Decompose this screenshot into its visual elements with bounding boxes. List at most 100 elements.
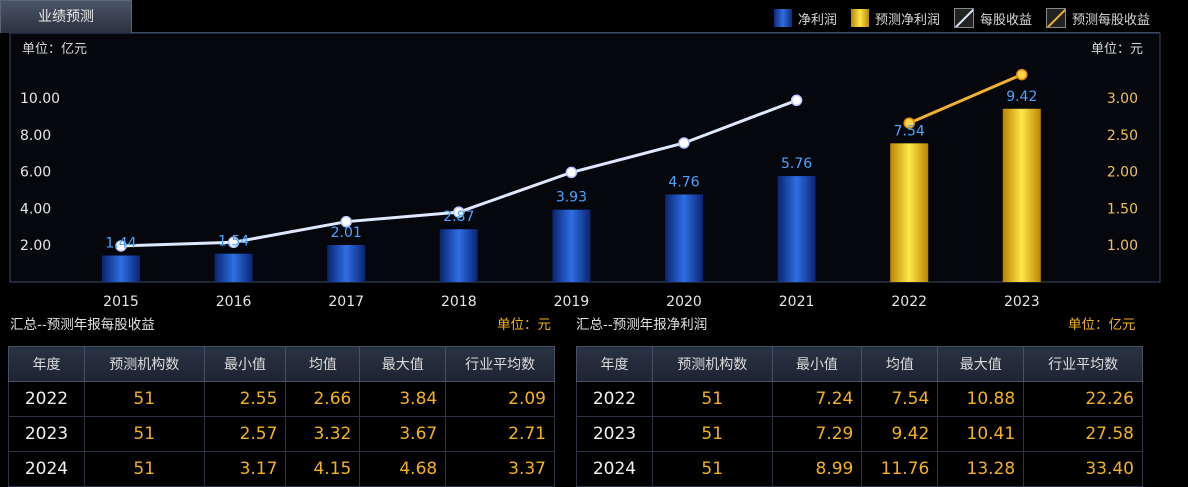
forecast-eps-line bbox=[908, 73, 1023, 125]
net-profit-bar bbox=[327, 245, 366, 282]
x-axis-tick-label: 2021 bbox=[779, 294, 815, 310]
eps-table-cell: 4.68 bbox=[359, 451, 447, 487]
profit-header-cell[interactable]: 均值 bbox=[861, 346, 939, 382]
eps-header-cell[interactable]: 均值 bbox=[285, 346, 361, 382]
eps-table-cell: 51 bbox=[83, 416, 205, 452]
profit-header-cell[interactable]: 年度 bbox=[576, 346, 653, 382]
x-axis-tick-label: 2023 bbox=[1004, 294, 1040, 310]
chart-legend: 净利润 预测净利润 每股收益 预测每股收益 bbox=[773, 8, 1150, 28]
eps-table-cell: 3.17 bbox=[203, 451, 287, 487]
eps-point bbox=[340, 215, 352, 228]
x-axis-tick-label: 2019 bbox=[554, 294, 590, 310]
eps-point bbox=[115, 240, 127, 252]
legend-net-profit[interactable]: 净利润 bbox=[773, 8, 837, 28]
legend-forecast-eps-label: 预测每股收益 bbox=[1071, 12, 1150, 28]
legend-forecast-net-profit[interactable]: 预测净利润 bbox=[850, 8, 940, 28]
forecast-eps-line-swatch-icon bbox=[1045, 8, 1066, 28]
eps-table-cell: 3.67 bbox=[359, 416, 447, 452]
net-profit-swatch-icon bbox=[773, 9, 792, 27]
tab-performance-forecast[interactable]: 业绩预测 bbox=[0, 0, 132, 33]
legend-eps[interactable]: 每股收益 bbox=[953, 8, 1032, 28]
x-axis-tick-label: 2015 bbox=[103, 294, 139, 310]
left-axis-unit: 单位：亿元 bbox=[22, 42, 87, 57]
bar-value-label: 5.76 bbox=[781, 156, 812, 172]
x-axis-tick-label: 2018 bbox=[441, 294, 477, 310]
combo-chart: 1.44 1.54 2.01 2.87 3.93 4.76 5.76 7.54 9.42 单位：亿… bbox=[9, 33, 1161, 310]
left-axis-tick-label: 8.00 bbox=[20, 128, 51, 144]
profit-table-cell: 7.24 bbox=[771, 381, 863, 417]
profit-table-cell: 10.41 bbox=[937, 416, 1025, 452]
eps-table-unit: 单位：元 bbox=[497, 317, 551, 333]
eps-point bbox=[565, 166, 578, 179]
net-profit-bar bbox=[665, 194, 703, 282]
right-axis-tick-label: 2.50 bbox=[1107, 128, 1138, 144]
right-axis-tick-label: 1.00 bbox=[1107, 238, 1138, 254]
eps-point bbox=[678, 137, 690, 149]
eps-header-cell[interactable]: 年度 bbox=[8, 346, 85, 382]
eps-table-cell: 3.32 bbox=[285, 416, 361, 452]
profit-table-cell: 22.26 bbox=[1023, 381, 1143, 417]
forecast-eps-point bbox=[1016, 68, 1028, 81]
eps-point bbox=[790, 94, 803, 107]
eps-header-cell[interactable]: 最大值 bbox=[359, 346, 447, 382]
forecast-net-profit-swatch-icon bbox=[850, 9, 869, 27]
right-axis-tick-label: 2.00 bbox=[1107, 165, 1138, 181]
profit-table-cell: 2023 bbox=[576, 416, 653, 452]
profit-table-cell: 27.58 bbox=[1023, 416, 1143, 452]
eps-table-cell: 51 bbox=[83, 451, 205, 487]
eps-table-cell: 3.37 bbox=[445, 451, 555, 487]
eps-point bbox=[453, 206, 465, 218]
eps-header-cell[interactable]: 预测机构数 bbox=[83, 346, 205, 382]
profit-header-cell[interactable]: 预测机构数 bbox=[651, 346, 773, 382]
net-profit-bar bbox=[102, 255, 140, 282]
left-axis-tick-label: 10.00 bbox=[20, 91, 60, 107]
bar-value-label: 1.54 bbox=[218, 234, 249, 250]
profit-table-cell: 7.54 bbox=[861, 381, 939, 417]
eps-point bbox=[227, 236, 240, 249]
right-axis-tick-label: 1.50 bbox=[1107, 201, 1138, 217]
profit-table-row: 2023 51 7.29 9.42 10.41 27.58 bbox=[576, 416, 1143, 452]
eps-table-title: 汇总--预测年报每股收益 bbox=[10, 317, 155, 333]
profit-header-cell[interactable]: 最小值 bbox=[771, 346, 863, 382]
eps-header-cell[interactable]: 行业平均数 bbox=[445, 346, 555, 382]
eps-table-cell: 2023 bbox=[8, 416, 85, 452]
right-axis-tick-label: 3.00 bbox=[1107, 91, 1138, 107]
profit-table-cell: 10.88 bbox=[937, 381, 1025, 417]
profit-table-cell: 2024 bbox=[576, 451, 653, 487]
net-profit-forecast-table: 年度 预测机构数 最小值 均值 最大值 行业平均数 2022 51 7.24 7.54 10.88… bbox=[576, 346, 1143, 487]
left-axis-tick-label: 6.00 bbox=[20, 165, 51, 181]
x-axis-tick-label: 2017 bbox=[328, 294, 364, 310]
profit-header-cell[interactable]: 行业平均数 bbox=[1023, 346, 1143, 382]
x-axis-tick-label: 2022 bbox=[891, 294, 927, 310]
eps-table-cell: 2.09 bbox=[445, 381, 555, 417]
profit-table-cell: 33.40 bbox=[1023, 451, 1143, 487]
profit-table-cell: 51 bbox=[651, 381, 773, 417]
eps-table-cell: 2.55 bbox=[203, 381, 287, 417]
profit-table-cell: 13.28 bbox=[937, 451, 1025, 487]
x-axis-tick-label: 2020 bbox=[666, 294, 702, 310]
bar-value-label: 4.76 bbox=[668, 174, 699, 190]
eps-header-cell[interactable]: 最小值 bbox=[203, 346, 287, 382]
bar-value-label: 2.87 bbox=[443, 209, 474, 225]
profit-table-unit: 单位：亿元 bbox=[1068, 317, 1136, 333]
profit-table-cell: 8.99 bbox=[771, 451, 863, 487]
bar-value-label: 9.42 bbox=[1006, 89, 1037, 105]
profit-header-cell[interactable]: 最大值 bbox=[937, 346, 1025, 382]
eps-table-cell: 51 bbox=[83, 381, 205, 417]
left-axis-tick-label: 4.00 bbox=[20, 201, 51, 217]
eps-table-cell: 2.71 bbox=[445, 416, 555, 452]
bar-value-label: 3.93 bbox=[556, 190, 587, 206]
eps-table-row: 2022 51 2.55 2.66 3.84 2.09 bbox=[8, 381, 555, 417]
eps-table-cell: 3.84 bbox=[359, 381, 447, 417]
eps-table-row: 2023 51 2.57 3.32 3.67 2.71 bbox=[8, 416, 555, 452]
profit-table-cell: 11.76 bbox=[861, 451, 939, 487]
legend-forecast-eps[interactable]: 预测每股收益 bbox=[1045, 8, 1150, 28]
x-axis-tick-label: 2016 bbox=[216, 294, 252, 310]
profit-table-title: 汇总--预测年报净利润 bbox=[576, 317, 708, 333]
bar-value-label: 1.44 bbox=[105, 236, 136, 252]
forecast-eps-point bbox=[903, 117, 915, 129]
eps-forecast-table: 年度 预测机构数 最小值 均值 最大值 行业平均数 2022 51 2.55 2.66 3.84 2… bbox=[8, 346, 555, 487]
net-profit-bar bbox=[214, 253, 253, 282]
eps-table-cell: 4.15 bbox=[285, 451, 361, 487]
profit-table-cell: 9.42 bbox=[861, 416, 939, 452]
